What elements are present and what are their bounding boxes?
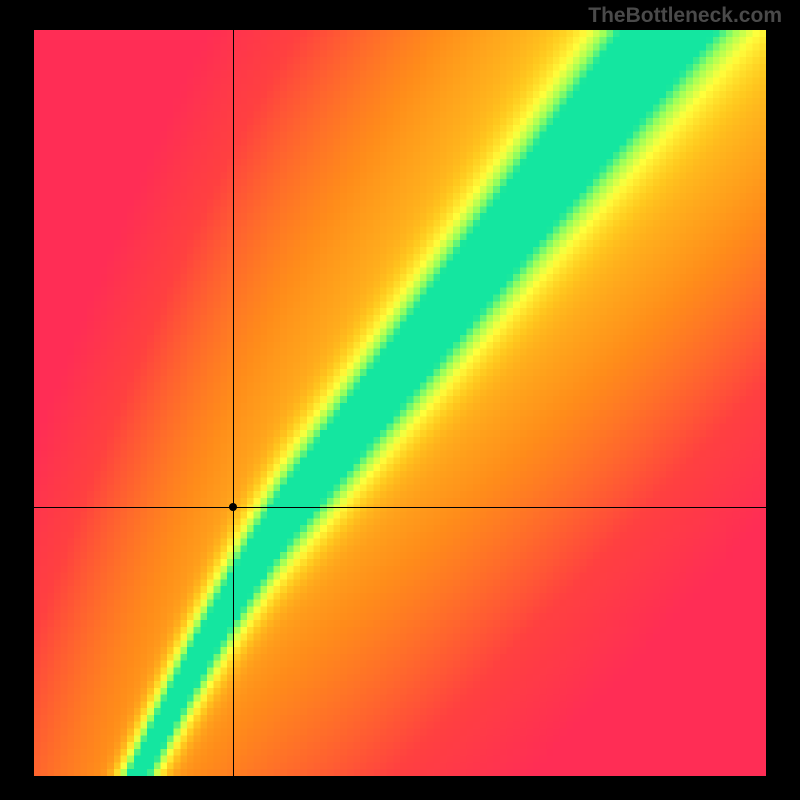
crosshair-marker [229,503,237,511]
crosshair-vertical [233,30,234,776]
watermark-text: TheBottleneck.com [588,4,782,28]
crosshair-horizontal [34,507,766,508]
heatmap-plot [34,30,766,776]
heatmap-canvas [34,30,766,776]
